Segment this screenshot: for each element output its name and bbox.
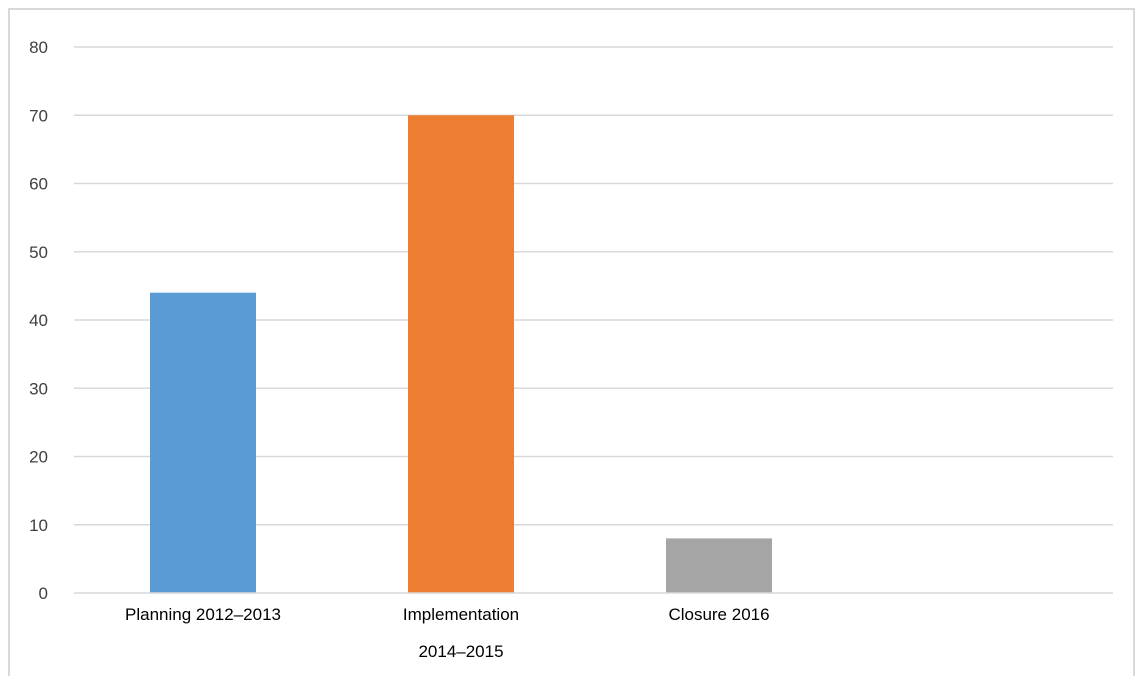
y-tick-label: 20 <box>29 448 48 467</box>
bars <box>150 115 772 593</box>
x-category-label: Closure 2016 <box>668 605 769 624</box>
x-category-label: Implementation <box>403 605 519 624</box>
bar-0 <box>150 292 256 593</box>
y-tick-label: 0 <box>39 584 48 603</box>
x-axis-category-labels: Planning 2012–2013 Implementation 2014–201… <box>125 605 770 661</box>
bar-2 <box>666 538 772 593</box>
y-tick-label: 30 <box>29 379 48 398</box>
y-tick-label: 40 <box>29 311 48 330</box>
y-axis-tick-labels: 0 10 20 30 40 50 60 70 80 <box>29 38 48 603</box>
y-tick-label: 10 <box>29 516 48 535</box>
bar-1 <box>408 115 514 593</box>
x-category-label: 2014–2015 <box>418 642 503 661</box>
y-tick-label: 70 <box>29 106 48 125</box>
y-tick-label: 80 <box>29 38 48 57</box>
y-tick-label: 60 <box>29 175 48 194</box>
x-category-label: Planning 2012–2013 <box>125 605 281 624</box>
y-tick-label: 50 <box>29 243 48 262</box>
